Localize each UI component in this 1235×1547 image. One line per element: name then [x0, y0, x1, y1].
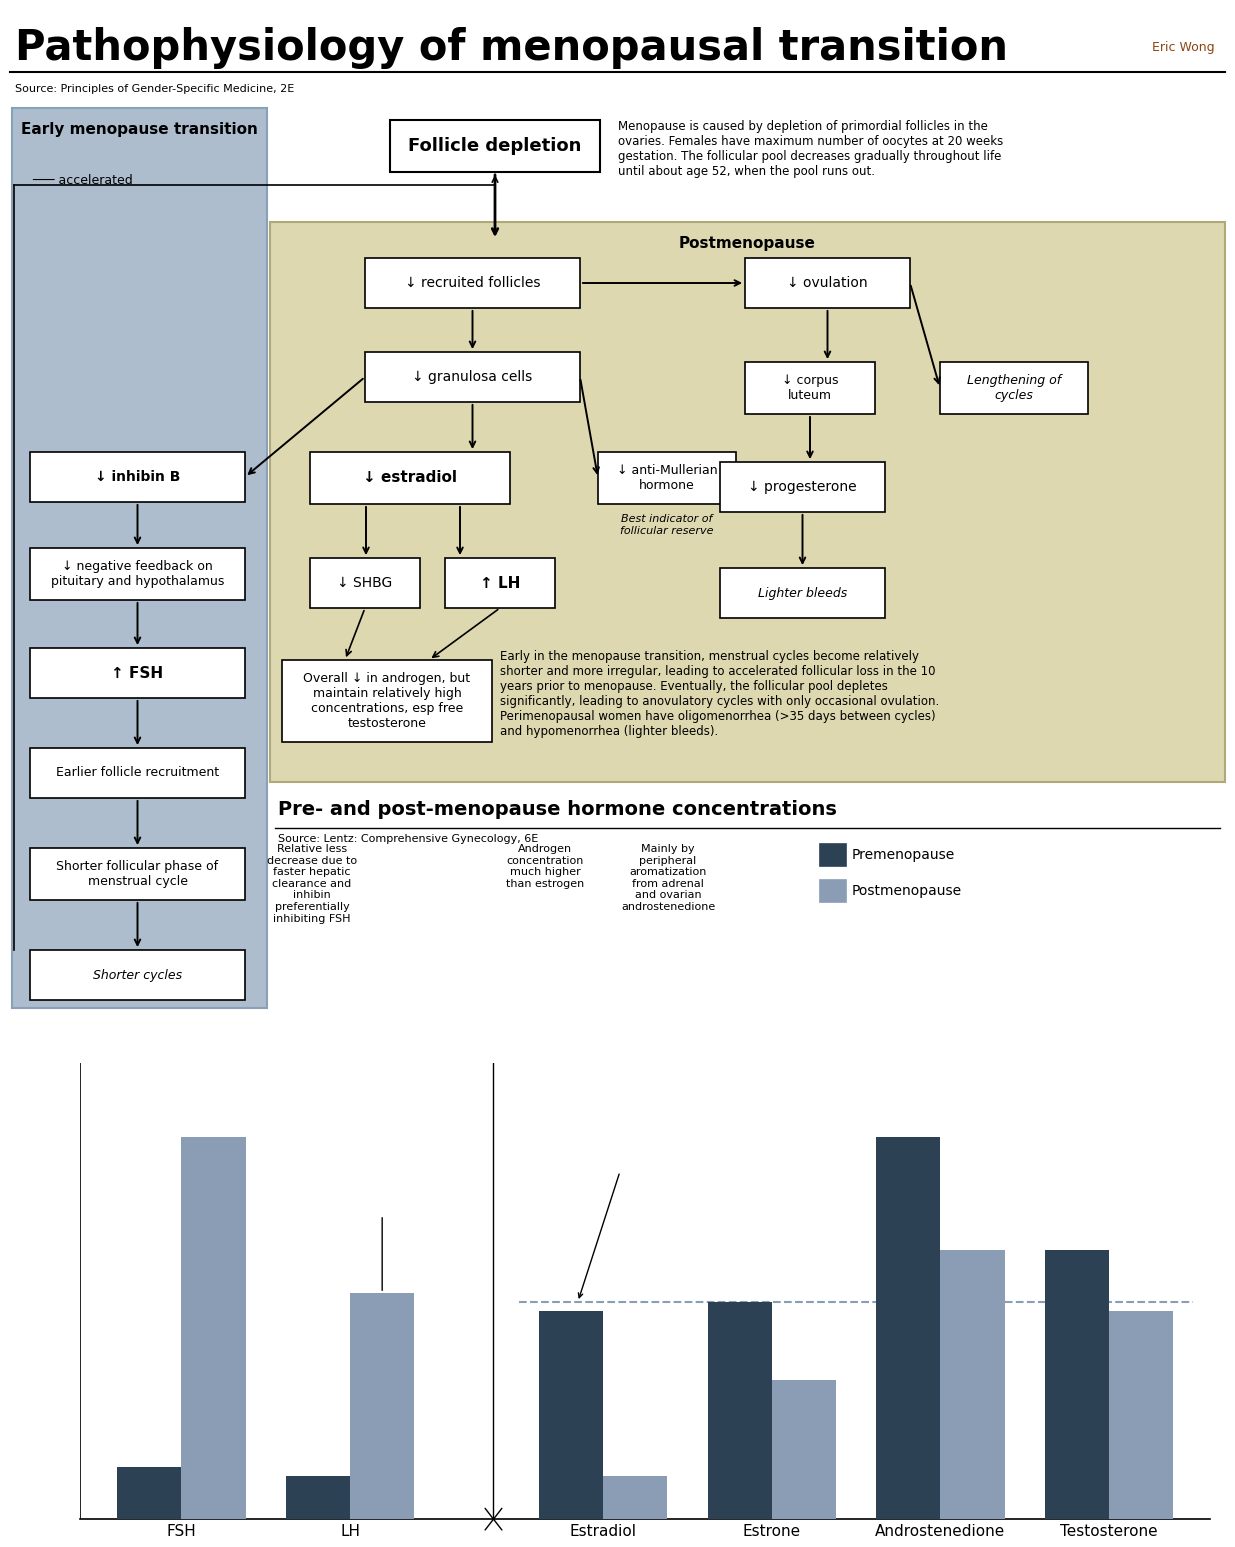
FancyBboxPatch shape [30, 548, 245, 600]
Text: ↓ recruited follicles: ↓ recruited follicles [405, 275, 540, 289]
FancyBboxPatch shape [30, 452, 245, 501]
Text: ↓ inhibin B: ↓ inhibin B [95, 470, 180, 484]
Text: Shorter follicular phase of
menstrual cycle: Shorter follicular phase of menstrual cy… [57, 860, 219, 888]
Text: ↓ estradiol: ↓ estradiol [363, 470, 457, 486]
Text: ↓ granulosa cells: ↓ granulosa cells [412, 370, 532, 384]
FancyBboxPatch shape [366, 353, 580, 402]
Bar [877, 1137, 940, 1519]
FancyBboxPatch shape [30, 950, 245, 999]
Text: ─── accelerated: ─── accelerated [32, 173, 132, 187]
Text: Mainly by
peripheral
aromatization
from adrenal
and ovarian
androstenedione: Mainly by peripheral aromatization from … [621, 845, 715, 913]
FancyBboxPatch shape [720, 568, 885, 617]
Text: Androgen
concentration
much higher
than estrogen: Androgen concentration much higher than … [506, 845, 584, 890]
FancyBboxPatch shape [820, 880, 846, 902]
FancyBboxPatch shape [270, 223, 1225, 781]
Bar [351, 1293, 414, 1519]
Text: Menopause is caused by depletion of primordial follicles in the
ovaries. Females: Menopause is caused by depletion of prim… [618, 121, 1003, 178]
Text: Lengthening of
cycles: Lengthening of cycles [967, 374, 1061, 402]
FancyBboxPatch shape [390, 121, 600, 172]
FancyBboxPatch shape [30, 648, 245, 698]
Text: Eric Wong: Eric Wong [1152, 42, 1215, 54]
Text: Pathophysiology of menopausal transition: Pathophysiology of menopausal transition [15, 26, 1008, 70]
FancyBboxPatch shape [366, 258, 580, 308]
Text: Postmenopause: Postmenopause [679, 237, 816, 251]
FancyBboxPatch shape [720, 463, 885, 512]
Text: Lighter bleeds: Lighter bleeds [758, 586, 847, 600]
FancyBboxPatch shape [820, 845, 846, 866]
Text: ↓ ovulation: ↓ ovulation [787, 275, 868, 289]
Bar [1045, 1250, 1109, 1519]
Text: ↓ corpus
luteum: ↓ corpus luteum [782, 374, 839, 402]
Text: Premenopause: Premenopause [852, 848, 955, 862]
Text: Source: Principles of Gender-Specific Medicine, 2E: Source: Principles of Gender-Specific Me… [15, 84, 294, 94]
Bar [940, 1250, 1004, 1519]
FancyBboxPatch shape [745, 258, 910, 308]
Text: Early in the menopause transition, menstrual cycles become relatively
shorter an: Early in the menopause transition, menst… [500, 650, 940, 738]
FancyBboxPatch shape [310, 558, 420, 608]
FancyBboxPatch shape [310, 452, 510, 504]
Bar [772, 1380, 836, 1519]
FancyBboxPatch shape [30, 848, 245, 900]
Text: Early menopause transition: Early menopause transition [21, 122, 258, 138]
Text: Earlier follicle recruitment: Earlier follicle recruitment [56, 766, 219, 780]
Bar [182, 1137, 246, 1519]
Text: Overall ↓ in androgen, but
maintain relatively high
concentrations, esp free
tes: Overall ↓ in androgen, but maintain rela… [304, 671, 471, 730]
Text: Postmenopause: Postmenopause [852, 883, 962, 897]
Text: ↓ progesterone: ↓ progesterone [748, 480, 857, 493]
Text: Shorter cycles: Shorter cycles [93, 968, 182, 981]
FancyBboxPatch shape [940, 362, 1088, 415]
Text: ↑ LH: ↑ LH [480, 575, 520, 591]
Text: Pre- and post-menopause hormone concentrations: Pre- and post-menopause hormone concentr… [278, 800, 837, 818]
Bar [538, 1310, 603, 1519]
Text: Relative less
decrease due to
faster hepatic
clearance and
inhibin
preferentiall: Relative less decrease due to faster hep… [267, 845, 357, 924]
Text: Follicle depletion: Follicle depletion [409, 138, 582, 155]
Text: Source: Lentz: Comprehensive Gynecology, 6E: Source: Lentz: Comprehensive Gynecology,… [278, 834, 538, 845]
Bar [708, 1303, 772, 1519]
FancyBboxPatch shape [282, 661, 492, 743]
Bar [603, 1476, 667, 1519]
FancyBboxPatch shape [30, 749, 245, 798]
FancyBboxPatch shape [598, 452, 736, 504]
Text: ↓ negative feedback on
pituitary and hypothalamus: ↓ negative feedback on pituitary and hyp… [51, 560, 225, 588]
FancyBboxPatch shape [745, 362, 876, 415]
Bar [117, 1467, 182, 1519]
Text: ↓ anti-Mullerian
hormone: ↓ anti-Mullerian hormone [616, 464, 718, 492]
Bar [287, 1476, 351, 1519]
FancyBboxPatch shape [12, 108, 267, 1009]
Text: ↓ SHBG: ↓ SHBG [337, 575, 393, 589]
Text: Best indicator of
follicular reserve: Best indicator of follicular reserve [620, 514, 714, 535]
FancyBboxPatch shape [445, 558, 555, 608]
Bar [1109, 1310, 1173, 1519]
Text: ↑ FSH: ↑ FSH [111, 665, 163, 681]
